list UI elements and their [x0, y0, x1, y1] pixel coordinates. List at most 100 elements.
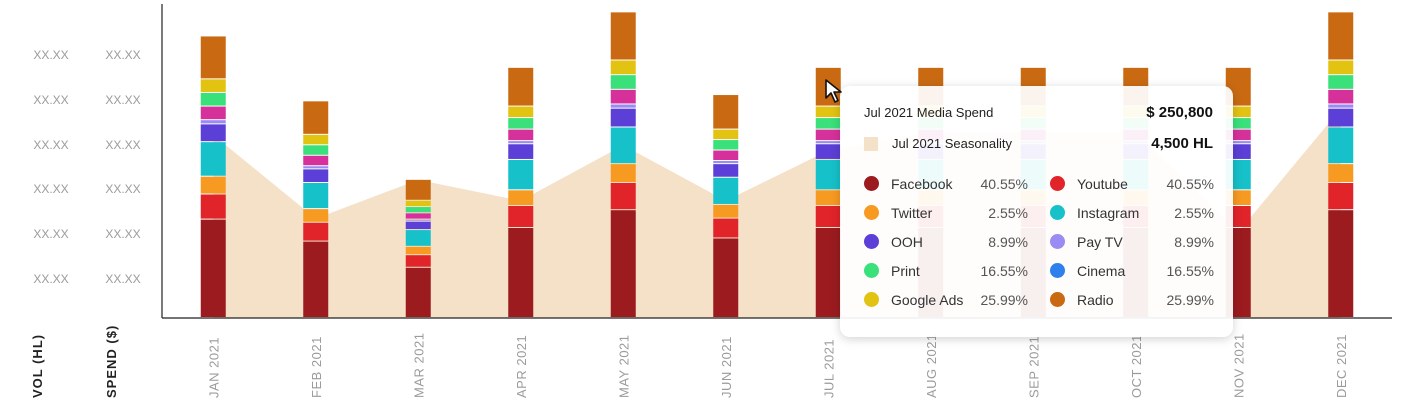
bar-segment-twitter[interactable] [815, 190, 841, 206]
bar-segment-print[interactable] [713, 150, 739, 160]
bar-segment-print[interactable] [200, 106, 226, 120]
bar-segment-google-ads[interactable] [815, 106, 841, 118]
bar-segment-youtube[interactable] [303, 222, 329, 241]
bar-segment-ooh[interactable] [610, 108, 636, 127]
legend-name: Pay TV [1077, 233, 1123, 250]
bar-segment-print[interactable] [508, 129, 534, 141]
bar-segment-instagram[interactable] [405, 230, 431, 246]
bar-segment-print[interactable] [1328, 89, 1354, 104]
bar-segment-cinema[interactable] [303, 145, 329, 155]
bar-segment-pay-tv[interactable] [610, 104, 636, 108]
bar-segment-pay-tv[interactable] [713, 161, 739, 164]
bar-segment-youtube[interactable] [405, 255, 431, 267]
bar-segment-google-ads[interactable] [713, 129, 739, 140]
bar-segment-cinema[interactable] [815, 118, 841, 129]
bar-segment-facebook[interactable] [1328, 210, 1354, 317]
legend-name: Instagram [1077, 204, 1140, 221]
bar-segment-radio[interactable] [610, 12, 636, 60]
bar-segment-print[interactable] [405, 213, 431, 219]
bar-segment-cinema[interactable] [1328, 75, 1354, 89]
bar-segment-cinema[interactable] [1225, 118, 1251, 129]
bar-segment-twitter[interactable] [200, 176, 226, 194]
bar-segment-google-ads[interactable] [405, 200, 431, 207]
bar-segment-pay-tv[interactable] [508, 141, 534, 144]
legend-dot-icon [1050, 263, 1065, 278]
legend-dot-icon [864, 263, 879, 278]
bar-segment-twitter[interactable] [405, 246, 431, 255]
bar-segment-radio[interactable] [200, 36, 226, 79]
y-tick-label-spend: XX.XX [105, 138, 140, 152]
bar-segment-radio[interactable] [303, 101, 329, 134]
bar-segment-instagram[interactable] [815, 159, 841, 190]
bar-segment-cinema[interactable] [508, 118, 534, 129]
bar-segment-ooh[interactable] [815, 144, 841, 159]
bar-segment-google-ads[interactable] [610, 60, 636, 75]
y-tick-label-spend: XX.XX [105, 272, 140, 286]
y-tick-label-spend: XX.XX [105, 182, 140, 196]
y-tick-label-vol: XX.XX [33, 272, 68, 286]
legend-item-print: Print 16.55% [864, 261, 1028, 280]
bar-segment-google-ads[interactable] [200, 79, 226, 92]
bar-segment-facebook[interactable] [815, 227, 841, 317]
bar-segment-pay-tv[interactable] [405, 219, 431, 221]
bar-segment-print[interactable] [815, 129, 841, 141]
bar-segment-facebook[interactable] [200, 219, 226, 317]
bar-segment-instagram[interactable] [200, 142, 226, 176]
bar-segment-instagram[interactable] [508, 159, 534, 190]
bar-segment-google-ads[interactable] [303, 134, 329, 145]
bar-segment-pay-tv[interactable] [1328, 104, 1354, 108]
bar-segment-cinema[interactable] [200, 92, 226, 106]
bar-segment-facebook[interactable] [405, 267, 431, 317]
bar-segment-youtube[interactable] [200, 194, 226, 219]
bar-segment-pay-tv[interactable] [815, 141, 841, 144]
bar-segment-pay-tv[interactable] [303, 166, 329, 169]
bar-segment-instagram[interactable] [303, 182, 329, 209]
bar-segment-youtube[interactable] [508, 206, 534, 227]
legend-dot-icon [864, 176, 879, 191]
bar-segment-twitter[interactable] [508, 190, 534, 206]
bar-segment-twitter[interactable] [713, 204, 739, 218]
bar-segment-instagram[interactable] [713, 177, 739, 204]
bar-segment-ooh[interactable] [200, 124, 226, 142]
x-tick-label: JUN 2021 [719, 336, 734, 398]
y-tick-label-vol: XX.XX [33, 138, 68, 152]
legend-pct: 8.99% [988, 233, 1028, 250]
bar-segment-twitter[interactable] [1328, 164, 1354, 182]
bar-segment-youtube[interactable] [815, 206, 841, 227]
bar-segment-cinema[interactable] [713, 140, 739, 150]
bar-segment-radio[interactable] [1328, 12, 1354, 60]
bar-segment-youtube[interactable] [1328, 182, 1354, 210]
legend-pct: 2.55% [988, 204, 1028, 221]
bar-segment-pay-tv[interactable] [200, 120, 226, 124]
bar-segment-youtube[interactable] [610, 182, 636, 210]
bar-segment-ooh[interactable] [303, 169, 329, 182]
bar-segment-ooh[interactable] [405, 221, 431, 230]
bar-segment-ooh[interactable] [713, 164, 739, 177]
bar-segment-instagram[interactable] [1328, 127, 1354, 164]
bar-segment-radio[interactable] [405, 179, 431, 200]
legend-name: OOH [891, 233, 923, 250]
bar-segment-google-ads[interactable] [508, 106, 534, 118]
bar-segment-google-ads[interactable] [1328, 60, 1354, 75]
tooltip-spend-label: Jul 2021 Media Spend [864, 105, 994, 120]
bar-segment-facebook[interactable] [303, 241, 329, 317]
bar-segment-pay-tv[interactable] [1225, 141, 1251, 144]
bar-segment-print[interactable] [303, 155, 329, 166]
bar-segment-ooh[interactable] [508, 144, 534, 159]
bar-segment-instagram[interactable] [610, 127, 636, 164]
bar-segment-twitter[interactable] [303, 209, 329, 222]
bar-segment-facebook[interactable] [713, 238, 739, 317]
bar-segment-twitter[interactable] [610, 164, 636, 182]
bar-segment-facebook[interactable] [610, 210, 636, 317]
bar-segment-radio[interactable] [713, 95, 739, 129]
bar-segment-facebook[interactable] [508, 227, 534, 317]
bar-segment-print[interactable] [1225, 129, 1251, 141]
bar-segment-ooh[interactable] [1328, 108, 1354, 127]
bar-segment-print[interactable] [610, 89, 636, 104]
bar-segment-radio[interactable] [508, 67, 534, 106]
bar-segment-cinema[interactable] [405, 207, 431, 213]
bar-segment-cinema[interactable] [610, 75, 636, 89]
legend-dot-icon [1050, 205, 1065, 220]
bar-segment-youtube[interactable] [713, 218, 739, 238]
bar-segment-google-ads[interactable] [1225, 106, 1251, 118]
